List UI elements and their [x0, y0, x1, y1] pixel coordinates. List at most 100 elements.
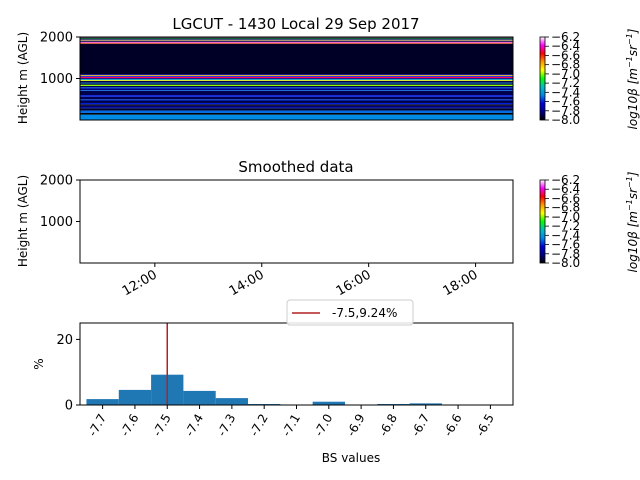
heatmap-layer: [80, 38, 513, 39]
heatmap-layer: [80, 107, 513, 109]
raw-data-panel: LGCUT - 1430 Local 29 Sep 2017 10002000 …: [16, 15, 640, 129]
raw-colorbar-label-close: ]: [626, 28, 640, 34]
smoothed-colorbar-label-exp2: −1: [625, 176, 634, 188]
heatmap-layer: [80, 82, 513, 84]
heatmap-layer: [80, 108, 513, 111]
smoothed-colorbar-label: log10β [m−1sr−1]: [625, 171, 640, 272]
histogram-x-tick-label: -6.6: [441, 412, 465, 439]
heatmap-layer: [80, 79, 513, 81]
raw-colorbar-tick-label: −6.2: [551, 30, 580, 44]
raw-colorbar-label-unit-sr: sr: [626, 44, 640, 56]
heatmap-layer: [80, 95, 513, 97]
raw-colorbar-tick-label: −6.6: [551, 48, 580, 62]
smoothed-colorbar-tick-label: −6.8: [551, 201, 580, 215]
heatmap-layer: [80, 114, 513, 120]
heatmap-layer: [80, 38, 513, 39]
raw-colorbar-label-log: log10: [626, 96, 640, 130]
histogram-panel: 0 20 -7.7 -7.6 -7.5 -7.4 -7.3 -7.2 -7.1 -7.0 -6.9…: [32, 299, 514, 465]
raw-panel-title: LGCUT - 1430 Local 29 Sep 2017: [172, 15, 419, 33]
smoothed-colorbar-label-unit-m: [m: [626, 211, 640, 231]
raw-colorbar-label: log10β [m−1sr−1]: [625, 28, 640, 129]
histogram-x-tick-label: -7.2: [247, 412, 271, 439]
heatmap-layer: [80, 41, 513, 42]
heatmap-layer: [80, 102, 513, 105]
raw-colorbar-fill: [539, 36, 546, 121]
raw-colorbar-label-beta: β: [626, 88, 640, 97]
smoothed-x-tick-label: 14:00: [227, 267, 267, 299]
smoothed-x-axis: 12:00 14:00 16:00 18:00: [120, 263, 481, 299]
histogram-bar: [118, 389, 152, 405]
histogram-x-tick-label: -7.3: [215, 412, 239, 439]
smoothed-colorbar-label-log: log10: [626, 239, 640, 273]
raw-colorbar-tick-label: −8.0: [551, 113, 580, 127]
smoothed-colorbar-tick-label: −7.0: [551, 210, 580, 224]
histogram-bar: [86, 399, 119, 405]
smoothed-x-tick-label: 12:00: [120, 267, 160, 299]
histogram-x-tick-label: -7.4: [182, 412, 206, 439]
legend-box: [286, 299, 414, 326]
smoothed-y-label: Height m (AGL): [16, 175, 30, 267]
histogram-y-label: %: [32, 358, 46, 369]
smoothed-colorbar-label-beta: β: [626, 231, 640, 240]
histogram-x-tick-label: -7.1: [279, 412, 303, 439]
heatmap-layer: [80, 39, 513, 40]
raw-y-label: Height m (AGL): [16, 32, 30, 124]
histogram-bar: [312, 401, 345, 405]
heatmap-layer: [80, 84, 513, 86]
heatmap-layer: [80, 76, 513, 79]
smoothed-y-tick-label: 1000: [40, 215, 73, 230]
legend-label: -7.5,9.24%: [332, 306, 397, 320]
heatmap-layer: [80, 78, 513, 80]
heatmap-layer: [80, 42, 513, 43]
raw-colorbar-tick-label: −7.2: [551, 76, 580, 90]
histogram-x-label: BS values: [322, 451, 380, 465]
heatmap-layer: [80, 41, 513, 43]
heatmap-layer: [80, 38, 513, 40]
smoothed-colorbar-tick-label: −6.2: [551, 173, 580, 187]
heatmap-layer: [80, 40, 513, 42]
heatmap-layer: [80, 90, 513, 96]
heatmap-layer: [80, 74, 513, 76]
raw-colorbar-tick-label: −6.4: [551, 39, 580, 53]
heatmap-layer: [80, 76, 513, 77]
heatmap-layer: [80, 87, 513, 89]
histogram-x-tick-label: -6.8: [376, 412, 400, 439]
raw-colorbar-tick-label: −7.4: [551, 85, 580, 99]
raw-heatmap: [80, 37, 513, 120]
heatmap-layer: [80, 110, 513, 113]
heatmap-layer: [80, 112, 513, 115]
heatmap-layer: [80, 42, 513, 44]
heatmap-layer: [80, 80, 513, 81]
heatmap-layer: [80, 90, 513, 91]
histogram-legend: -7.5,9.24%: [286, 299, 414, 326]
histogram-x-tick-label: -7.6: [118, 412, 142, 439]
histogram-x-tick-label: -7.7: [85, 412, 109, 439]
heatmap-layer: [80, 105, 513, 108]
raw-y-tick-label: 1000: [40, 72, 73, 87]
heatmap-layer: [80, 88, 513, 91]
heatmap-layer: [80, 43, 513, 75]
histogram-x-tick-label: -7.0: [312, 412, 336, 439]
smoothed-x-tick-label: 18:00: [441, 267, 481, 299]
raw-y-tick-label: 2000: [40, 31, 73, 46]
histogram-bar: [409, 403, 442, 405]
heatmap-layer: [80, 104, 513, 106]
heatmap-layer: [80, 40, 513, 42]
histogram-x-tick-label: -7.5: [150, 412, 174, 439]
histogram-bars: [86, 374, 507, 405]
heatmap-layer: [80, 37, 513, 39]
histogram-x-tick-label: -6.5: [473, 412, 497, 439]
raw-colorbar-label-exp1: −1: [625, 56, 634, 68]
smoothed-colorbar-ticks: −6.2−6.4−6.6−6.8−7.0−7.2−7.4−7.6−7.8−8.0: [545, 173, 580, 270]
heatmap-layer: [80, 40, 513, 41]
raw-colorbar-tick-label: −7.8: [551, 104, 580, 118]
smoothed-plot-frame: [79, 179, 514, 264]
histogram-x-tick-label: -6.7: [409, 412, 433, 439]
smoothed-colorbar-label-exp1: −1: [625, 199, 634, 211]
smoothed-x-tick-label: 16:00: [334, 267, 374, 299]
raw-y-axis: 1000 2000: [40, 31, 80, 87]
histogram-x-axis: -7.7 -7.6 -7.5 -7.4 -7.3 -7.2 -7.1 -7.0 -6.9 -6.8…: [85, 405, 497, 439]
smoothed-colorbar-label-unit-sr: sr: [626, 187, 640, 199]
raw-colorbar-tick-label: −7.6: [551, 95, 580, 109]
smoothed-colorbar-label-close: ]: [626, 171, 640, 177]
